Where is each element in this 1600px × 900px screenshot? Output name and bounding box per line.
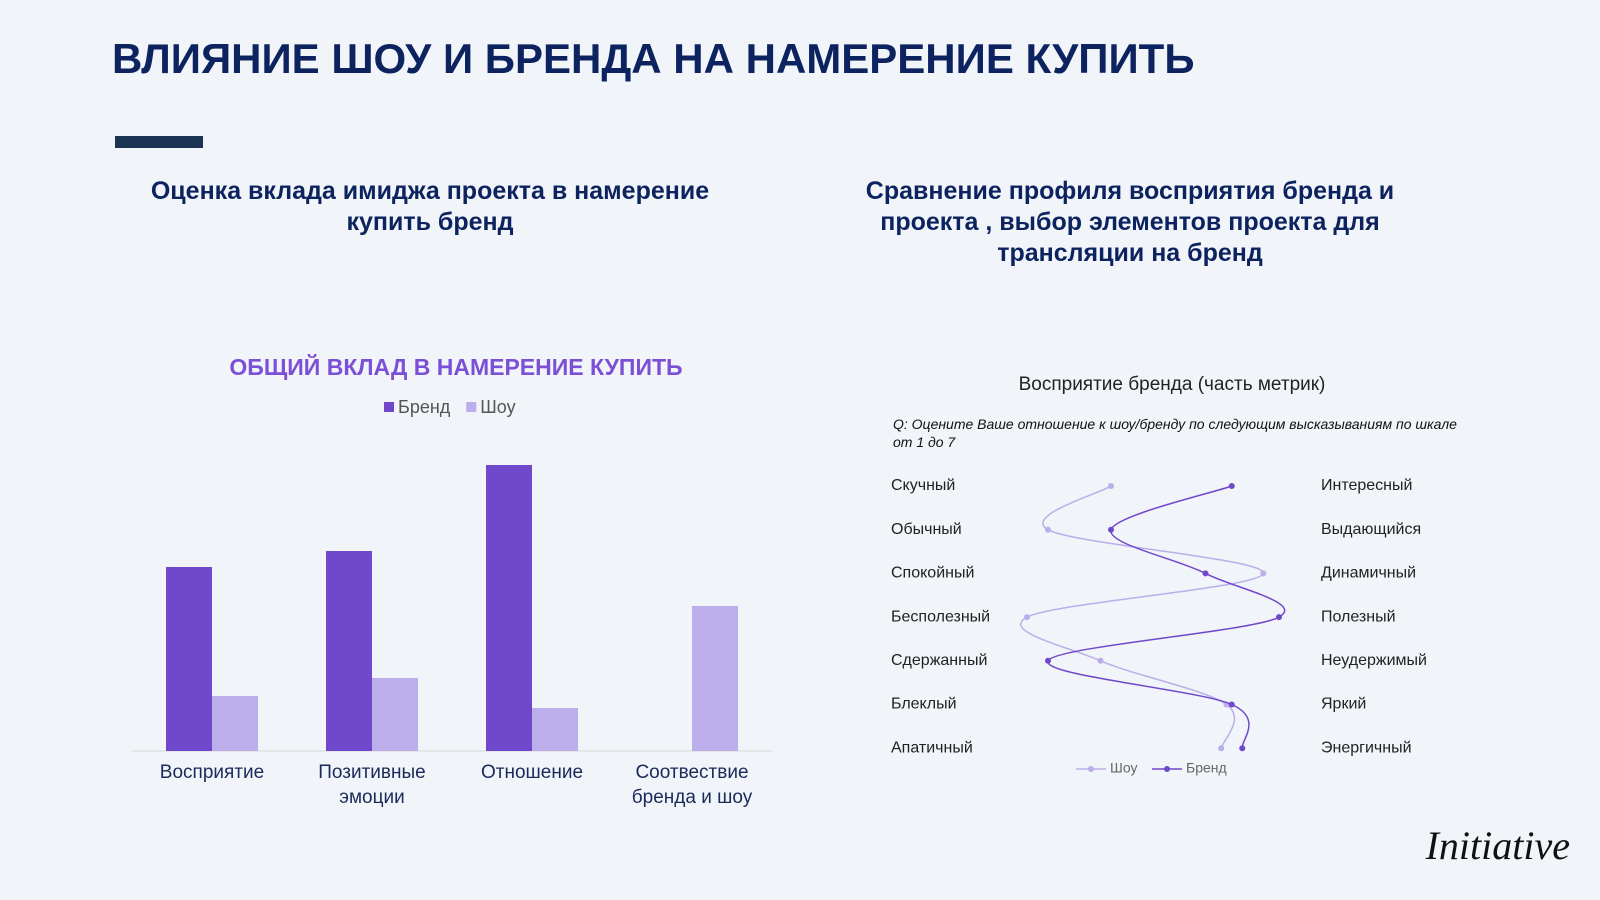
slide-title: ВЛИЯНИЕ ШОУ И БРЕНДА НА НАМЕРЕНИЕ КУПИТЬ (112, 35, 1195, 82)
legend-swatch (384, 402, 394, 412)
legend-label: Шоу (480, 397, 515, 417)
right-label: Динамичный (1321, 565, 1416, 582)
bar (692, 606, 738, 751)
logo: Initiative (1425, 823, 1570, 868)
right-label: Неудержимый (1321, 652, 1427, 669)
point (1024, 614, 1030, 621)
right-label: Полезный (1321, 608, 1396, 625)
point (1260, 570, 1267, 577)
legend-label: Бренд (1186, 760, 1227, 776)
question: Q: Оцените Ваше отношение к шоу/бренду п… (893, 416, 1457, 450)
bar (166, 567, 212, 751)
left-label: Спокойный (891, 565, 974, 582)
x-tick-label: Отношение (480, 762, 584, 783)
legend-marker (1088, 766, 1094, 772)
point (1108, 526, 1114, 533)
right-label: Интересный (1321, 477, 1412, 494)
bar (532, 708, 578, 751)
legend-swatch (466, 402, 477, 412)
chart-title: ОБЩИЙ ВКЛАД В НАМЕРЕНИЕ КУПИТЬ (229, 353, 682, 380)
point (1108, 483, 1114, 489)
accent-bar (115, 136, 203, 148)
bar (212, 696, 258, 751)
bar (326, 551, 372, 751)
right-label: Яркий (1321, 696, 1366, 713)
point (1218, 745, 1225, 752)
x-tick-label: Восприятие (159, 762, 265, 783)
left-label: Скучный (891, 477, 955, 494)
point (1045, 657, 1051, 664)
point (1045, 526, 1051, 533)
point (1276, 614, 1282, 621)
section-heading: Оценка вклада имиджа проекта в намерение… (150, 177, 710, 236)
point (1228, 701, 1235, 708)
right-label: Энергичный (1321, 739, 1412, 756)
point (1228, 483, 1235, 489)
bar (372, 678, 418, 751)
left-label: Блеклый (891, 696, 957, 713)
left-label: Обычный (891, 521, 962, 538)
left-label: Сдержанный (891, 652, 987, 669)
x-tick-label: Соотвествие бренда и шоу (631, 762, 753, 808)
right-label: Выдающийся (1321, 521, 1421, 538)
line (1047, 485, 1286, 749)
bar (486, 465, 532, 751)
section-heading: Сравнение профиля восприятия бренда и пр… (865, 177, 1395, 267)
point (1239, 745, 1246, 752)
chart-title: Восприятие бренда (часть метрик) (1019, 374, 1326, 395)
line (1019, 485, 1265, 749)
left-label: Бесполезный (891, 608, 990, 625)
legend-label: Шоу (1110, 760, 1137, 776)
x-tick-label: Позитивные эмоции (318, 762, 426, 808)
left-label: Апатичный (891, 739, 973, 756)
point (1202, 570, 1209, 577)
legend-marker (1164, 766, 1170, 772)
legend-label: Бренд (398, 397, 451, 417)
point (1097, 657, 1104, 664)
